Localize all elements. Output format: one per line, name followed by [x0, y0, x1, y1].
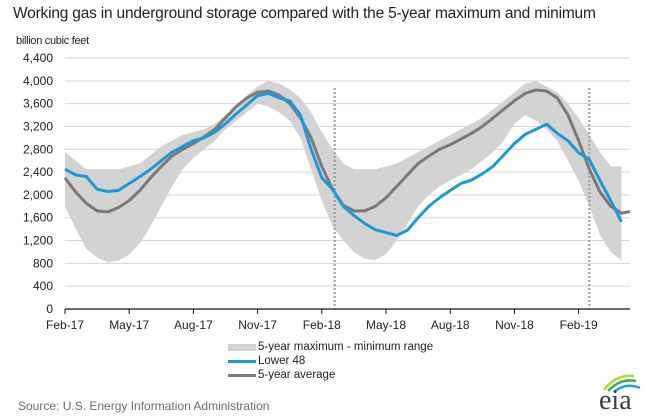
- x-tick-label: Nov-18: [495, 318, 534, 332]
- legend: 5-year maximum - minimum range Lower 48 …: [228, 340, 433, 382]
- y-tick-label: 4,000: [23, 74, 53, 88]
- y-tick-label: 1,200: [23, 234, 53, 248]
- y-tick-label: 3,600: [23, 97, 53, 111]
- legend-item-average: 5-year average: [228, 368, 433, 382]
- chart-plot: 0 400 800 1,200 1,600 2,000 2,400 2,800 3,200 3,6…: [23, 51, 631, 332]
- x-tick-label: Feb-18: [303, 318, 341, 332]
- y-tick-label: 0: [46, 302, 53, 316]
- chart-title: Working gas in underground storage compa…: [13, 5, 596, 22]
- y-tick-label: 800: [33, 256, 53, 270]
- eia-logo-arcs-icon: [603, 374, 641, 392]
- legend-label-range: 5-year maximum - minimum range: [258, 341, 434, 353]
- y-tick-label: 2,800: [23, 142, 53, 156]
- line-lower-48: [64, 91, 623, 237]
- x-tick-label: Nov-17: [238, 318, 277, 332]
- y-tick-label: 4,400: [23, 51, 53, 65]
- y-tick-label: 2,400: [23, 165, 53, 179]
- x-tick-label: Feb-17: [46, 318, 84, 332]
- x-tick-label: Aug-18: [431, 318, 470, 332]
- eia-logo: eia: [594, 372, 644, 416]
- legend-swatch-lower48: [228, 359, 256, 363]
- x-tick-label: May-17: [109, 318, 149, 332]
- y-tick-label: 2,000: [23, 188, 53, 202]
- legend-swatch-range: [228, 343, 256, 351]
- y-axis-label: billion cubic feet: [16, 35, 89, 47]
- legend-swatch-average: [228, 373, 256, 377]
- legend-label-average: 5-year average: [258, 369, 336, 381]
- eia-logo-text: eia: [599, 385, 632, 416]
- legend-item-range: 5-year maximum - minimum range: [228, 340, 433, 354]
- legend-label-lower48: Lower 48: [258, 355, 306, 367]
- x-tick-label: May-18: [366, 318, 406, 332]
- y-tick-label: 400: [33, 279, 53, 293]
- legend-item-lower48: Lower 48: [228, 354, 433, 368]
- x-tick-label: Feb-19: [560, 318, 598, 332]
- x-tick-label: Aug-17: [174, 318, 213, 332]
- line-5-year-average: [63, 88, 631, 215]
- y-tick-label: 1,600: [23, 211, 53, 225]
- source-note: Source: U.S. Energy Information Administ…: [18, 399, 270, 413]
- y-tick-label: 3,200: [23, 119, 53, 133]
